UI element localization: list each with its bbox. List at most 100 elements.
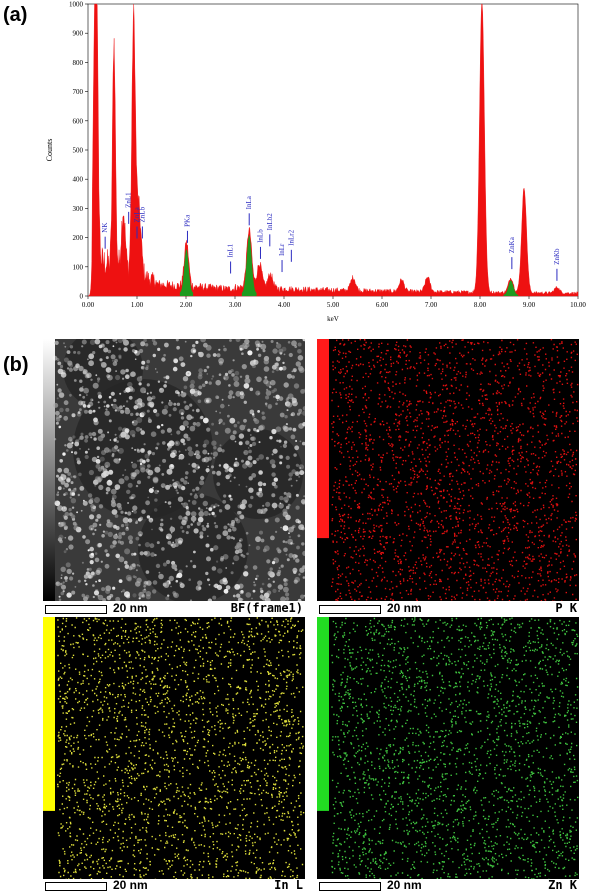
particle [237,510,241,515]
particle [259,424,266,431]
particle [199,534,204,539]
particle [163,353,166,357]
particle [218,357,225,364]
particle [285,505,290,510]
particle [94,484,97,487]
particle [92,595,95,599]
particle [173,402,177,406]
particle [69,393,72,397]
particle [265,404,268,407]
particle [242,554,246,558]
particle [180,477,185,482]
particle [232,594,236,598]
particle [239,347,243,351]
particle [124,548,131,555]
particle [178,484,184,490]
particle [142,459,146,464]
particle [126,489,131,494]
particle [271,428,277,435]
particle [112,540,117,545]
particle [293,383,300,389]
particle [193,528,199,534]
particle [276,572,281,577]
map-canvas [317,339,579,601]
particle [248,449,252,454]
scale-text: 20 nm [113,878,148,892]
particle [56,493,60,496]
particle [97,594,100,597]
particle [297,342,302,347]
particle [254,340,260,346]
particle [59,364,64,369]
particle [139,551,144,556]
particle [104,563,110,569]
particle [111,446,118,453]
particle [95,374,98,377]
particle [107,374,113,381]
particle [66,449,69,452]
particle [170,433,173,436]
particle [278,503,284,509]
y-tick-label: 800 [73,59,84,67]
particle [97,428,103,434]
intensity-bar [317,617,329,811]
particle [102,598,106,601]
particle [60,566,66,572]
particle [263,355,270,362]
particle [113,545,116,548]
particle [223,345,225,348]
particle [228,390,234,396]
particle [240,503,246,510]
particle [288,352,293,358]
particle [141,411,146,416]
particle [216,534,222,540]
particle [215,395,219,399]
particle [243,571,249,577]
particle [78,472,82,477]
particle [59,582,64,587]
particle [183,480,188,485]
particle [180,438,185,444]
particle [298,475,301,478]
particle [198,511,204,517]
particle [89,497,94,502]
particle [257,353,262,357]
particle [169,526,176,533]
particle [88,469,94,476]
particle [164,405,169,410]
particle [280,526,282,529]
particle [233,381,240,387]
particle [181,502,183,505]
particle [161,547,165,551]
particle [116,407,121,412]
particle [206,524,210,528]
particle [175,579,179,583]
particle [282,525,289,532]
particle [195,454,201,460]
particle [55,415,60,420]
particle [56,358,60,361]
particle [138,597,141,600]
particle [215,379,221,386]
peak-label: InLb2 [266,213,274,231]
particle [257,392,260,395]
particle [144,343,149,347]
particle [73,366,79,372]
particle [202,527,207,532]
particle [95,459,101,464]
particle [188,463,190,465]
particle [170,525,173,528]
particle [163,376,166,379]
particle [110,403,114,407]
y-tick-label: 200 [73,234,84,242]
particle [239,375,243,378]
particle [113,438,117,442]
particle [233,463,237,467]
particle [138,543,141,547]
particle [222,422,226,426]
scale-bar [45,882,107,891]
particle [189,403,193,407]
particle [224,468,229,473]
particle [161,408,168,415]
particle [195,585,202,591]
